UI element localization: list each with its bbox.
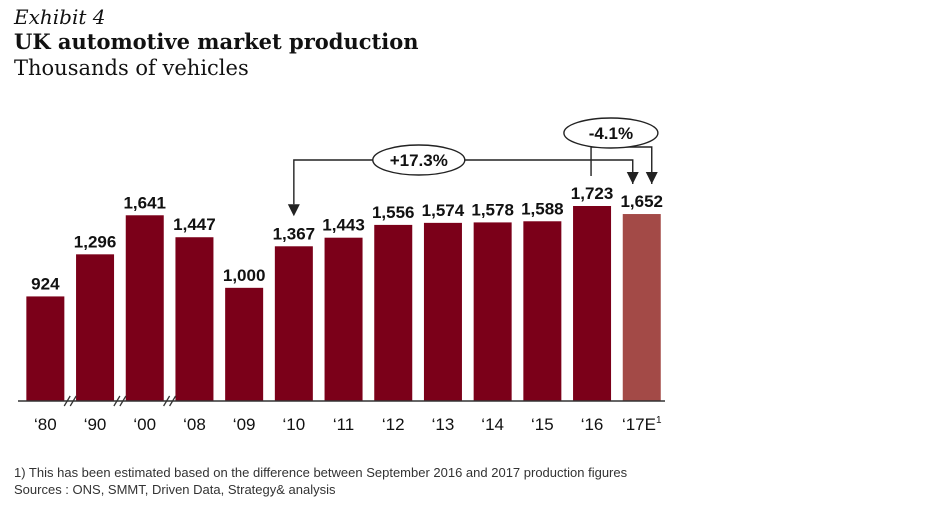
value-label: 1,000 xyxy=(223,266,266,285)
tick-label: ‘90 xyxy=(84,415,107,434)
tick-label: ‘10 xyxy=(283,415,306,434)
tick-label: ‘80 xyxy=(34,415,57,434)
bar xyxy=(274,246,313,401)
bar xyxy=(423,222,462,401)
bar xyxy=(523,221,562,401)
bar xyxy=(26,296,65,401)
chart-footer: 1) This has been estimated based on the … xyxy=(14,464,627,498)
arrowhead xyxy=(626,172,639,185)
axis-break-mark xyxy=(119,395,127,407)
annotation-oval xyxy=(563,117,659,149)
arrowhead xyxy=(645,172,658,185)
value-label: 1,723 xyxy=(571,184,614,203)
annotation-label: -4.1% xyxy=(589,124,633,143)
chart-header: Exhibit 4 UK automotive market productio… xyxy=(14,5,419,81)
bar xyxy=(622,214,661,401)
tick-label: ‘12 xyxy=(382,415,405,434)
value-label: 1,443 xyxy=(322,216,365,235)
annotation-label: +17.3% xyxy=(390,151,448,170)
sources: Sources : ONS, SMMT, Driven Data, Strate… xyxy=(14,482,336,497)
decline-bracket xyxy=(590,146,653,185)
bar xyxy=(175,237,214,401)
chart-title: UK automotive market production xyxy=(14,29,419,54)
exhibit-label: Exhibit 4 xyxy=(14,5,106,29)
value-label: 924 xyxy=(31,274,60,293)
bar xyxy=(324,237,363,401)
axis-break-mark xyxy=(163,395,171,407)
bar xyxy=(76,254,115,401)
value-label: 1,652 xyxy=(620,192,663,211)
annotation-oval xyxy=(372,144,466,176)
value-label: 1,296 xyxy=(74,232,117,251)
value-label: 1,447 xyxy=(173,215,216,234)
bar xyxy=(125,215,164,401)
tick-label: ‘00 xyxy=(133,415,156,434)
bar xyxy=(374,224,413,401)
bar xyxy=(473,222,512,401)
chart-subtitle: Thousands of vehicles xyxy=(14,56,249,80)
tick-label: ‘15 xyxy=(531,415,554,434)
tick-label: ‘16 xyxy=(581,415,604,434)
footnote: 1) This has been estimated based on the … xyxy=(14,465,628,480)
arrowhead xyxy=(287,204,300,217)
axis-break-mark xyxy=(113,395,121,407)
tick-label: ‘17E1 xyxy=(622,415,662,434)
tick-label: ‘13 xyxy=(432,415,455,434)
axis-break-mark xyxy=(169,395,177,407)
tick-label: ‘11 xyxy=(333,415,354,434)
value-label: 1,367 xyxy=(273,224,316,243)
bar xyxy=(573,206,612,401)
value-label: 1,556 xyxy=(372,203,415,222)
axis-break-mark xyxy=(63,395,71,407)
value-label: 1,588 xyxy=(521,199,564,218)
tick-label: ‘08 xyxy=(183,415,206,434)
value-label: 1,574 xyxy=(422,201,465,220)
footnote-marker: 1 xyxy=(656,415,662,426)
tick-label: ‘14 xyxy=(481,415,504,434)
bar xyxy=(225,287,264,401)
value-label: 1,641 xyxy=(123,193,166,212)
tick-label: ‘09 xyxy=(233,415,256,434)
value-label: 1,578 xyxy=(471,200,514,219)
axis-break-mark xyxy=(69,395,77,407)
